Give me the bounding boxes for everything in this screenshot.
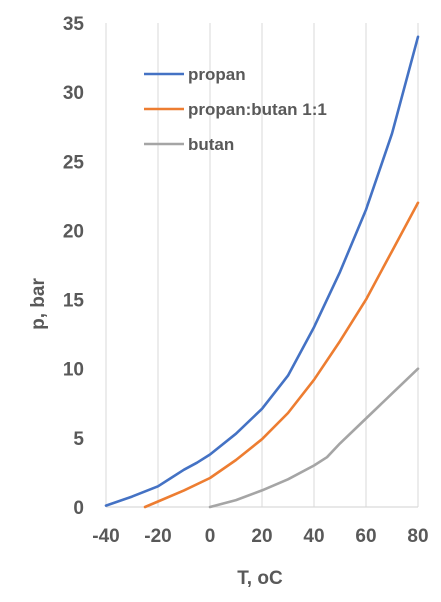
legend-label: propan xyxy=(188,65,246,84)
y-tick-label: 35 xyxy=(63,14,85,35)
series-line-propan xyxy=(104,35,420,507)
y-tick-label: 25 xyxy=(63,152,85,173)
axes: -40 -20 0 20 40 60 80 0 5 10 15 20 25 30 35 xyxy=(63,14,429,547)
x-tick-label: -20 xyxy=(144,526,171,547)
y-tick-label: 0 xyxy=(73,498,84,519)
x-tick-label: 80 xyxy=(407,526,428,547)
y-tick-label: 30 xyxy=(63,83,84,104)
grid xyxy=(105,23,419,507)
x-tick-label: 60 xyxy=(355,526,376,547)
x-tick-label: 20 xyxy=(251,526,272,547)
y-tick-label: 10 xyxy=(63,360,84,381)
legend-label: butan xyxy=(188,135,234,154)
x-axis-title: T, oC xyxy=(237,568,283,589)
y-tick-label: 5 xyxy=(73,429,84,450)
y-axis-title: p, bar xyxy=(28,278,49,330)
x-tick-label: -40 xyxy=(92,526,119,547)
x-tick-label: 0 xyxy=(205,526,216,547)
series-line-butan xyxy=(208,367,420,509)
series-line-propan-butan-1-1 xyxy=(143,201,420,509)
x-tick-label: 40 xyxy=(303,526,324,547)
legend: propan propan:butan 1:1 butan xyxy=(144,65,327,154)
series-lines xyxy=(104,35,420,509)
legend-label: propan:butan 1:1 xyxy=(188,100,327,119)
y-tick-label: 15 xyxy=(63,291,85,312)
y-tick-label: 20 xyxy=(63,221,84,242)
